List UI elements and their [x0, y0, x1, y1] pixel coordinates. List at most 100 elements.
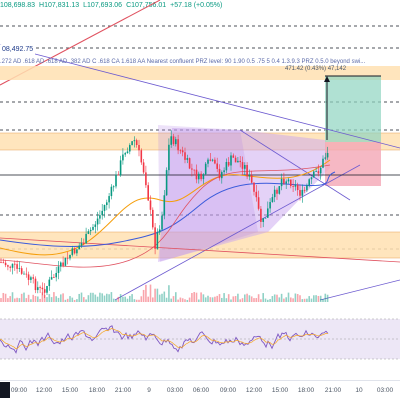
trend-line-red-low[interactable]	[0, 237, 400, 263]
candle-body	[57, 266, 60, 273]
candle-body	[239, 160, 241, 163]
volume-bar	[326, 294, 329, 302]
candle-body	[177, 139, 179, 151]
volume-bar	[296, 293, 299, 302]
volume-bar	[262, 293, 264, 302]
volume-bar	[170, 298, 172, 302]
volume-bar	[207, 295, 209, 302]
candle-body	[181, 150, 184, 153]
time-label: 21:00	[114, 387, 132, 394]
zone-top[interactable]	[0, 66, 400, 80]
candle-body	[48, 279, 51, 287]
volume-bar	[0, 298, 2, 302]
candle-body	[18, 268, 21, 270]
candle-body	[55, 272, 57, 278]
volume-bar	[23, 292, 25, 302]
volume-bar	[80, 292, 83, 302]
volume-bar	[308, 296, 310, 302]
trend-line-bottom[interactable]	[319, 279, 400, 301]
tradingview-logo	[0, 382, 10, 398]
time-axis[interactable]: 09:00 12:00 15:00 18:00 21:00 9 03:00 06…	[0, 380, 400, 400]
volume-bar	[20, 293, 23, 302]
moving-average-blue	[0, 171, 336, 247]
rsi-pane[interactable]	[0, 305, 400, 377]
price-pane[interactable]	[0, 0, 400, 305]
volume-bar	[154, 288, 156, 302]
candle-body	[108, 196, 110, 203]
candle-body	[83, 243, 85, 244]
time-label: 18:00	[88, 387, 106, 394]
volume-bar	[280, 293, 283, 302]
position-profit[interactable]	[325, 76, 381, 142]
candle-body	[225, 162, 228, 171]
time-label: 18:00	[297, 387, 315, 394]
candle-body	[184, 152, 186, 160]
volume-bar	[322, 299, 324, 302]
candle-body	[7, 265, 9, 267]
trend-line-lower[interactable]	[114, 164, 361, 301]
candle-body	[87, 231, 90, 234]
ohlc-close: C107,756.01	[126, 2, 167, 9]
candle-body	[14, 263, 16, 265]
candle-body	[106, 202, 108, 206]
time-label: 9	[147, 387, 151, 394]
volume-bar	[39, 298, 41, 302]
candle-body	[168, 144, 170, 171]
candle-body	[39, 287, 41, 288]
candle-body	[230, 155, 232, 166]
volume-bar	[294, 293, 297, 302]
volume-bar	[209, 297, 212, 302]
ohlc-high: H107,831.13	[39, 2, 80, 9]
volume-bar	[69, 296, 71, 302]
volume-bar	[124, 296, 126, 302]
volume-bar	[223, 293, 225, 302]
candle-body	[198, 173, 200, 180]
time-label: 12:00	[245, 387, 263, 394]
candle-body	[122, 154, 124, 161]
price-label: 08,492.75	[0, 45, 36, 55]
time-label: 06:00	[192, 387, 210, 394]
volume-bar	[106, 293, 108, 302]
candle-body	[80, 243, 83, 246]
volume-bar	[161, 293, 163, 302]
candle-body	[89, 229, 92, 232]
volume-bar	[181, 298, 184, 302]
volume-bar	[237, 293, 239, 302]
candle-body	[202, 174, 205, 180]
candle-body	[9, 266, 11, 268]
candle-body	[204, 163, 207, 175]
volume-bar	[168, 285, 170, 302]
candle-body	[294, 184, 297, 187]
volume-bar	[292, 298, 294, 302]
candlestick-series[interactable]	[0, 130, 329, 298]
volume-bar	[66, 298, 69, 302]
candle-body	[103, 205, 106, 211]
volume-bar	[55, 296, 57, 302]
candle-body	[237, 160, 239, 163]
pattern-highlight[interactable]	[158, 125, 258, 262]
volume-bar	[2, 292, 5, 302]
trend-line-upper[interactable]	[0, 44, 400, 149]
volume-bar	[319, 295, 322, 302]
volume-bar	[11, 292, 14, 302]
candle-body	[64, 257, 67, 266]
volume-bar	[193, 292, 195, 302]
candle-body	[209, 159, 212, 161]
trend-line-mid[interactable]	[239, 129, 351, 201]
candle-body	[253, 182, 255, 192]
pattern-triangle[interactable]	[158, 128, 330, 262]
volume-bar	[4, 293, 7, 302]
candle-body	[0, 262, 2, 263]
candle-body	[85, 233, 87, 244]
candle-body	[319, 167, 322, 174]
volume-bar	[218, 294, 221, 302]
position-loss[interactable]	[325, 142, 381, 186]
volume-bar	[158, 294, 161, 302]
candle-body	[227, 162, 230, 166]
candle-body	[193, 169, 195, 171]
volume-bar	[64, 299, 67, 302]
candle-body	[315, 171, 317, 172]
candle-body	[46, 286, 48, 293]
volume-bar	[163, 291, 166, 302]
